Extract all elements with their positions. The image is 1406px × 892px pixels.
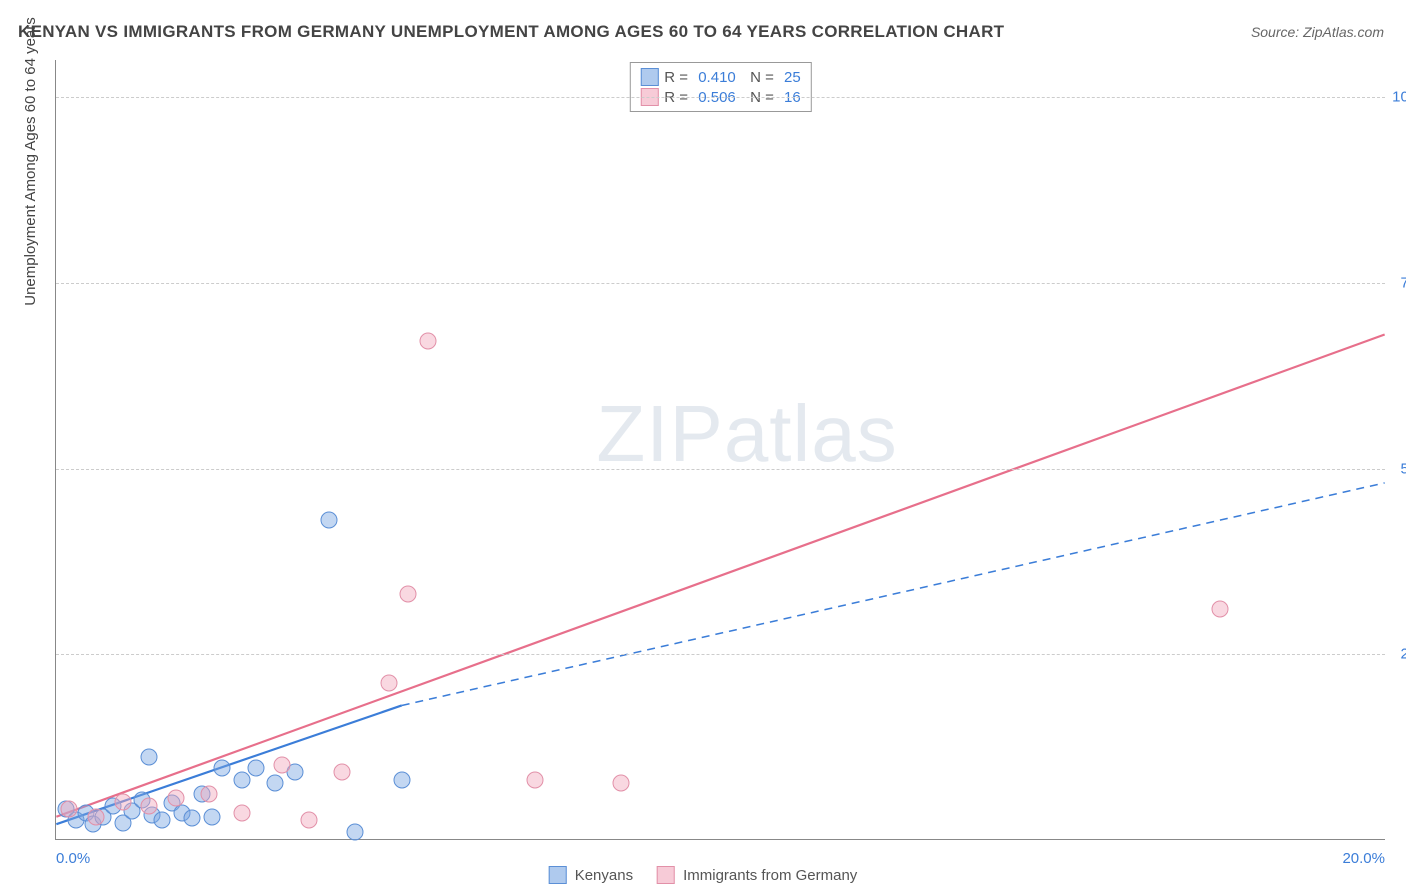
correlation-legend: R = 0.410 N = 25 R = 0.506 N = 16 (629, 62, 811, 112)
y-tick-label: 25.0% (1391, 646, 1406, 663)
data-point-germany (87, 808, 104, 825)
data-point-germany (200, 786, 217, 803)
data-point-germany (526, 771, 543, 788)
data-point-germany (333, 764, 350, 781)
gridline (56, 97, 1385, 98)
data-point-kenyans (393, 771, 410, 788)
data-point-kenyans (247, 760, 264, 777)
correlation-row-kenyans: R = 0.410 N = 25 (640, 67, 800, 87)
swatch-icon (657, 866, 675, 884)
n-label: N = (742, 69, 778, 86)
data-point-germany (234, 805, 251, 822)
data-point-germany (400, 585, 417, 602)
data-point-kenyans (184, 810, 201, 827)
series-legend: Kenyans Immigrants from Germany (549, 866, 858, 884)
data-point-germany (274, 756, 291, 773)
data-point-germany (613, 775, 630, 792)
legend-label: Kenyans (575, 867, 633, 884)
gridline (56, 283, 1385, 284)
source-attribution: Source: ZipAtlas.com (1251, 24, 1384, 40)
legend-item-germany: Immigrants from Germany (657, 866, 857, 884)
data-point-kenyans (267, 775, 284, 792)
data-point-germany (114, 793, 131, 810)
data-point-germany (167, 790, 184, 807)
r-label: R = (664, 69, 692, 86)
plot-area: ZIPatlas R = 0.410 N = 25 R = 0.506 N = … (55, 60, 1385, 840)
y-tick-label: 50.0% (1391, 460, 1406, 477)
data-point-kenyans (204, 808, 221, 825)
swatch-icon (640, 68, 658, 86)
data-point-germany (1211, 600, 1228, 617)
data-point-kenyans (154, 812, 171, 829)
trend-lines (56, 60, 1385, 839)
chart-title: KENYAN VS IMMIGRANTS FROM GERMANY UNEMPL… (18, 22, 1004, 42)
n-value: 25 (784, 69, 801, 86)
data-point-germany (141, 797, 158, 814)
y-axis-title: Unemployment Among Ages 60 to 64 years (22, 17, 39, 306)
watermark: ZIPatlas (596, 388, 897, 480)
legend-label: Immigrants from Germany (683, 867, 857, 884)
x-axis-origin-label: 0.0% (56, 850, 90, 867)
data-point-kenyans (141, 749, 158, 766)
data-point-germany (61, 801, 78, 818)
y-tick-label: 75.0% (1391, 274, 1406, 291)
gridline (56, 469, 1385, 470)
y-tick-label: 100.0% (1391, 89, 1406, 106)
data-point-kenyans (214, 760, 231, 777)
data-point-germany (380, 675, 397, 692)
data-point-kenyans (320, 511, 337, 528)
x-axis-max-label: 20.0% (1342, 850, 1385, 867)
legend-item-kenyans: Kenyans (549, 866, 633, 884)
swatch-icon (549, 866, 567, 884)
data-point-kenyans (347, 823, 364, 840)
data-point-germany (300, 812, 317, 829)
data-point-germany (420, 333, 437, 350)
gridline (56, 654, 1385, 655)
r-value: 0.410 (698, 69, 736, 86)
